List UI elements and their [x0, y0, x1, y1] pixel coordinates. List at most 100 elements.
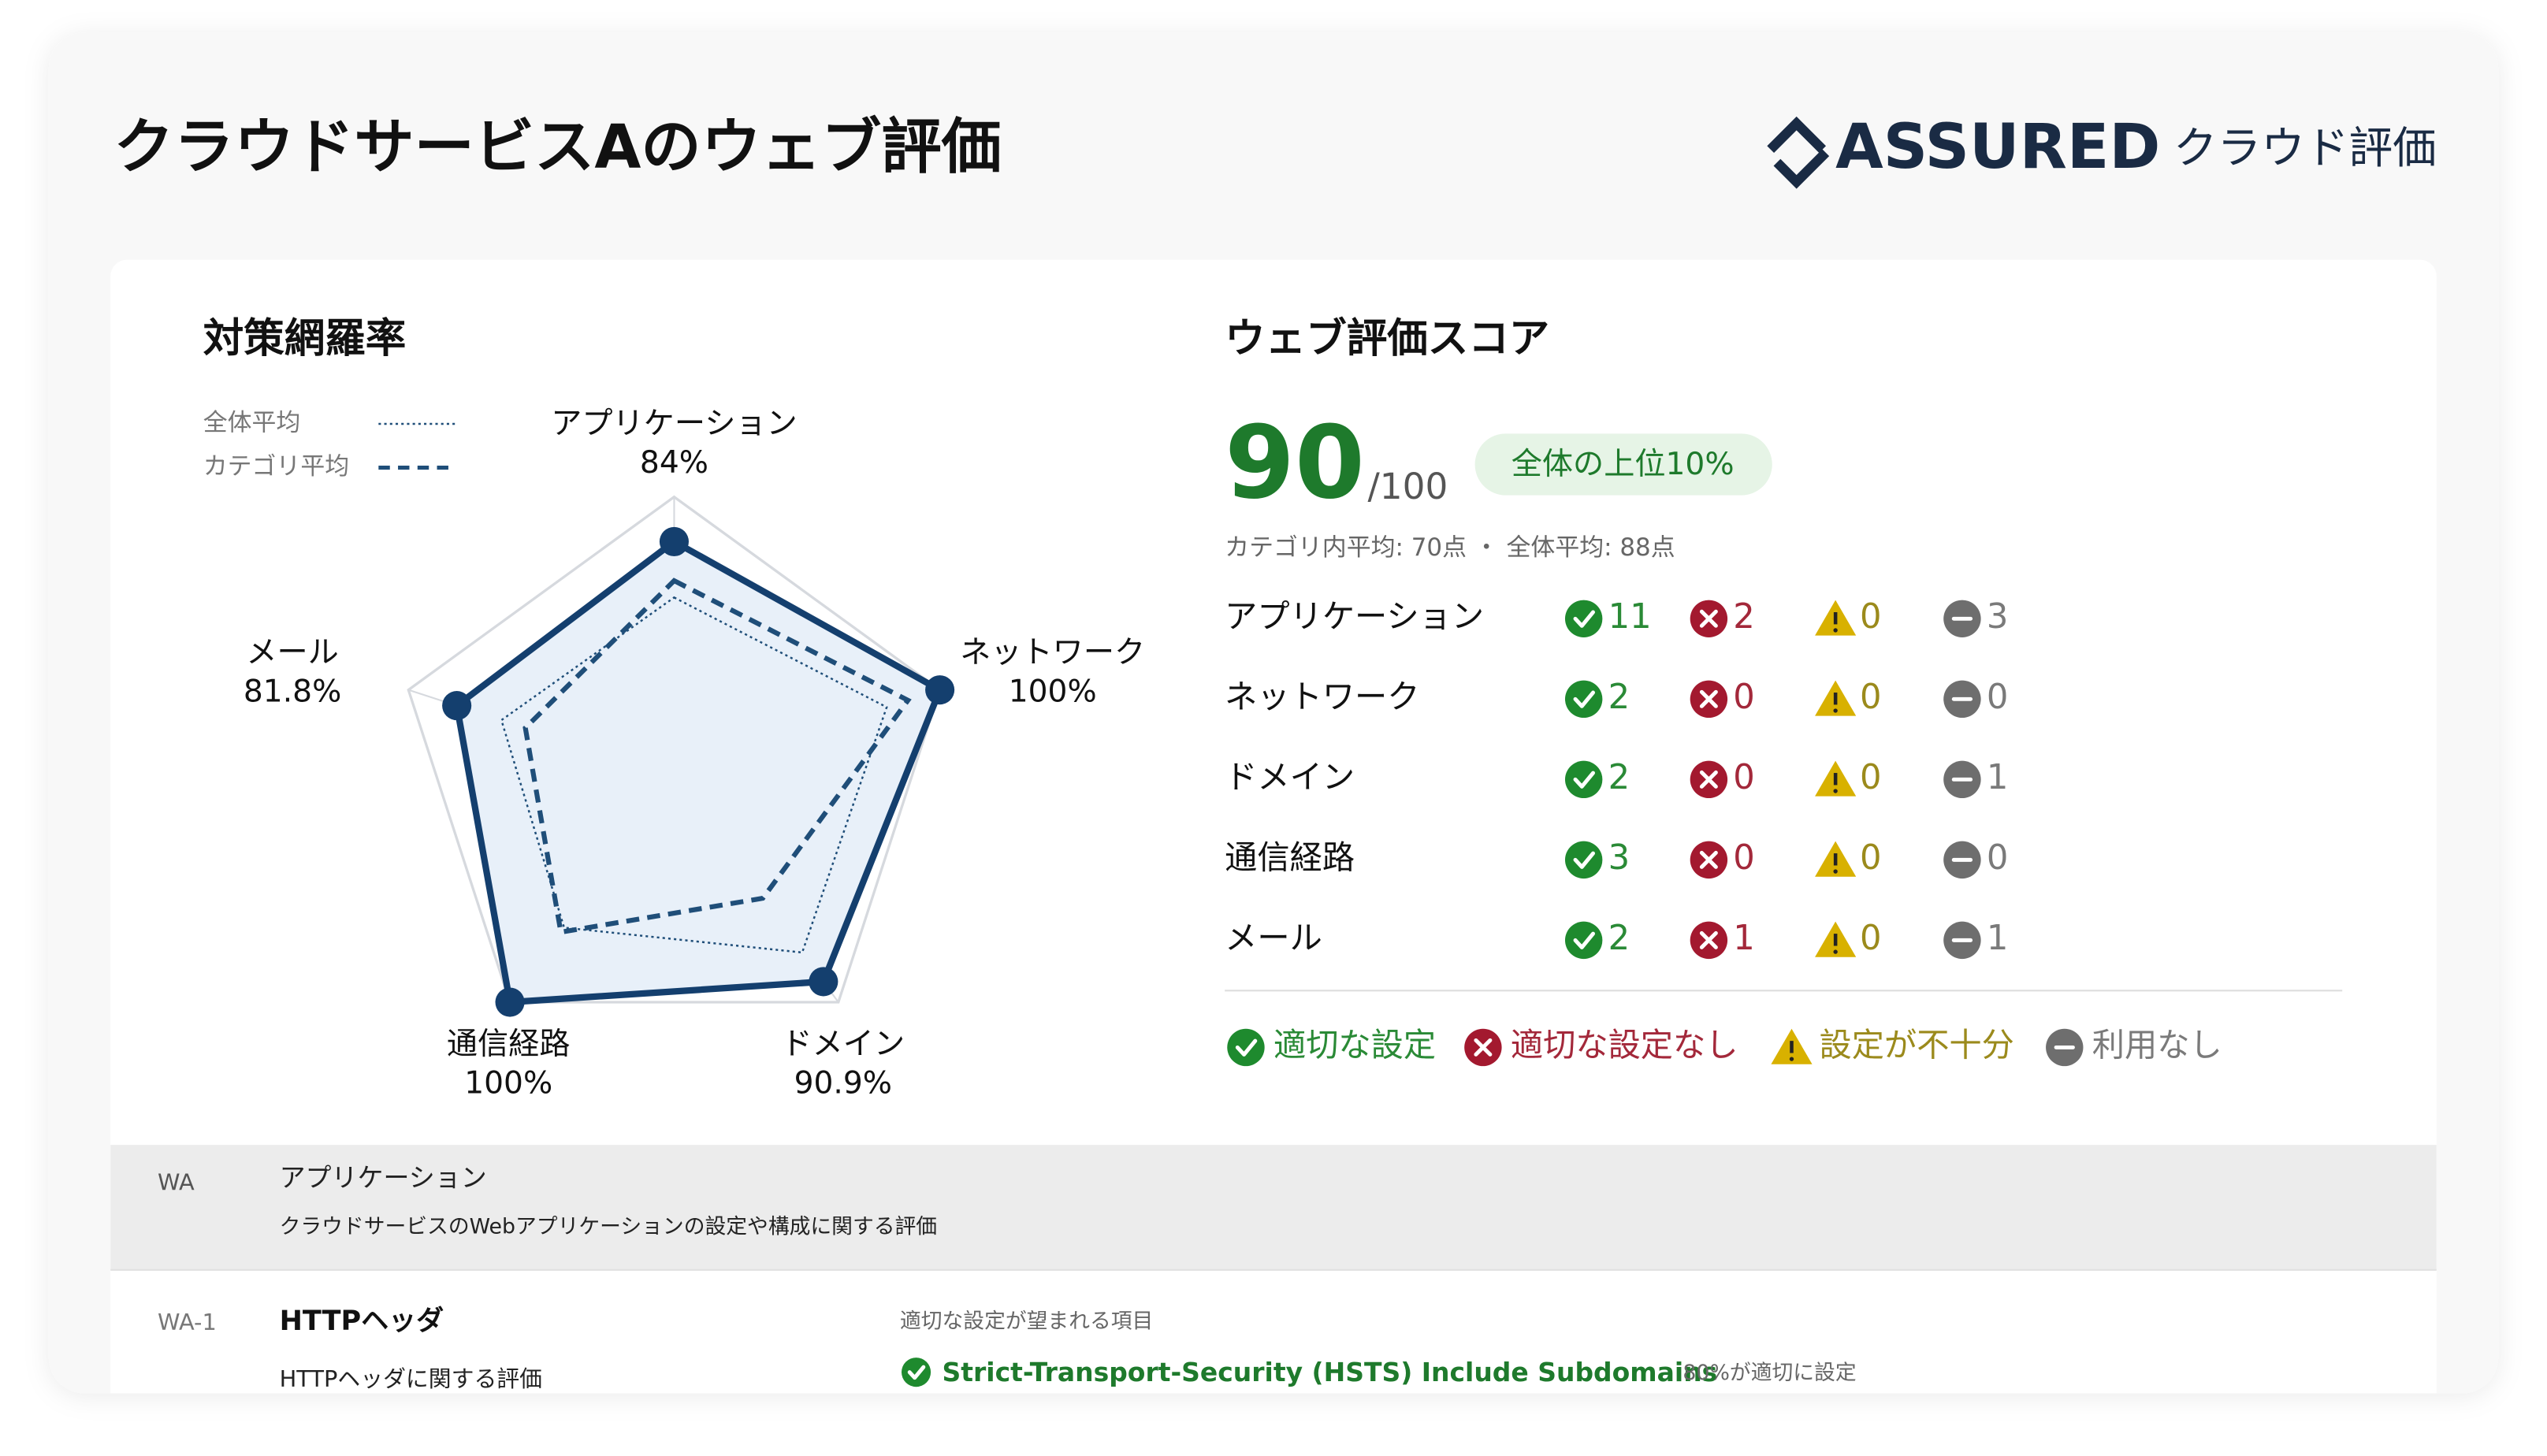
value-label: 100% [464, 1065, 552, 1101]
check-heading: 適切な設定が望まれる項目 [900, 1309, 1153, 1333]
section-name: アプリケーション [280, 1162, 487, 1193]
icon-glyph [1573, 931, 1595, 949]
score-max: /100 [1368, 466, 1448, 507]
icon-glyph [1833, 869, 1838, 874]
item-description: HTTPヘッダに関する評価 [280, 1365, 542, 1392]
category-name: 通信経路 [1225, 838, 1355, 876]
category-name: ドメイン [1225, 758, 1355, 796]
icon-glyph [1474, 1038, 1493, 1057]
status-icon-ng [1690, 921, 1728, 960]
score-value: 90 [1225, 404, 1365, 522]
score-title: ウェブ評価スコア [1225, 315, 1549, 362]
brand: ASSURED [1835, 111, 2160, 183]
count-ng: 0 [1733, 758, 1755, 797]
legend-ok: 適切な設定 [1274, 1026, 1436, 1064]
category-name: ネットワーク [1225, 678, 1419, 715]
count-na: 0 [1987, 678, 2009, 717]
legend-na: 利用なし [2092, 1026, 2222, 1064]
count-ng: 2 [1733, 597, 1755, 637]
brand-sub: クラウド評価 [2173, 123, 2437, 174]
check-name: Strict-Transport-Security (HSTS) Include… [943, 1357, 1718, 1387]
status-icon-ok [1564, 921, 1603, 960]
score-averages: カテゴリ内平均: 70点 ・ 全体平均: 88点 [1225, 533, 1675, 562]
status-icon-ng [1690, 680, 1728, 719]
icon-shape [1564, 921, 1603, 960]
count-ok: 2 [1608, 678, 1630, 717]
axis-label: ネットワーク [960, 635, 1145, 670]
data-point [442, 691, 472, 721]
count-ng: 0 [1733, 678, 1755, 717]
item-name: HTTPヘッダ [280, 1305, 444, 1337]
count-warn: 0 [1860, 919, 1882, 958]
section-code: WA [158, 1169, 195, 1196]
count-ng: 1 [1733, 919, 1755, 958]
value-label: 81.8% [244, 674, 341, 710]
status-icon-ok [1564, 841, 1603, 879]
count-warn: 0 [1860, 597, 1882, 637]
status-icon-na [1943, 841, 1981, 879]
status-icon-warn [1815, 680, 1857, 716]
rank-badge-text: 全体の上位10% [1511, 447, 1735, 482]
count-ok: 3 [1608, 838, 1630, 878]
icon-shape [1564, 600, 1603, 637]
icon-glyph [1235, 1038, 1258, 1057]
status-icon-na [2046, 1028, 2084, 1067]
item-code: WA-1 [158, 1309, 217, 1335]
icon-glyph [1573, 771, 1595, 789]
status-icon-ok [1564, 760, 1603, 799]
status-icon-na [1943, 760, 1981, 799]
value-label: 90.9% [794, 1065, 892, 1101]
count-warn: 0 [1860, 758, 1882, 797]
legend-warn: 設定が不十分 [1820, 1026, 2014, 1064]
status-icon-ok [902, 1358, 931, 1387]
series-solid [453, 537, 944, 1006]
count-na: 1 [1987, 919, 2009, 958]
icon-shape [1227, 1028, 1265, 1067]
legend-label: カテゴリ平均 [203, 452, 349, 481]
icon-glyph [1833, 789, 1838, 793]
count-na: 0 [1987, 838, 2009, 878]
icon-glyph [1699, 609, 1718, 628]
count-na: 1 [1987, 758, 2009, 797]
icon-glyph [1833, 949, 1838, 954]
legend-label: 全体平均 [203, 408, 301, 436]
icon-glyph [1699, 689, 1718, 708]
count-na: 3 [1987, 597, 2009, 637]
icon-glyph [1699, 850, 1718, 869]
icon-glyph [1833, 628, 1838, 633]
status-icon-ok [1564, 600, 1603, 637]
series-dotted [500, 596, 888, 954]
check-result: 80%が適切に設定 [1683, 1361, 1856, 1385]
page-title: クラウドサービスAのウェブ評価 [113, 112, 1002, 182]
count-ng: 0 [1733, 838, 1755, 878]
data-point [659, 526, 689, 556]
icon-shape [1564, 841, 1603, 879]
count-warn: 0 [1860, 838, 1882, 878]
rank-badge [1474, 433, 1772, 496]
icon-shape [1564, 760, 1603, 799]
status-icon-na [1943, 921, 1981, 960]
icon-glyph [1573, 851, 1595, 869]
grid-ring [407, 495, 942, 1004]
icon-shape [1564, 680, 1603, 719]
data-point [495, 987, 525, 1017]
status-icon-warn [1815, 841, 1857, 877]
logo-mark [1767, 116, 1830, 189]
content: クラウドサービスAのウェブ評価 ASSURED クラウド評価 対策網羅率 ウェブ… [110, 111, 2437, 1394]
icon-glyph [1573, 690, 1595, 708]
category-name: アプリケーション [1225, 597, 1484, 635]
status-icon-warn [1771, 1028, 1813, 1064]
status-icon-na [1943, 600, 1981, 637]
status-icon-ng [1464, 1028, 1502, 1067]
value-label: 100% [1009, 674, 1097, 710]
count-ok: 2 [1608, 758, 1630, 797]
section-row [110, 1145, 2437, 1270]
icon-glyph [907, 1365, 926, 1380]
status-icon-ok [1564, 680, 1603, 719]
count-warn: 0 [1860, 678, 1882, 717]
status-icon-warn [1815, 600, 1857, 636]
axis-label: 通信経路 [447, 1027, 571, 1062]
category-name: メール [1225, 919, 1322, 956]
